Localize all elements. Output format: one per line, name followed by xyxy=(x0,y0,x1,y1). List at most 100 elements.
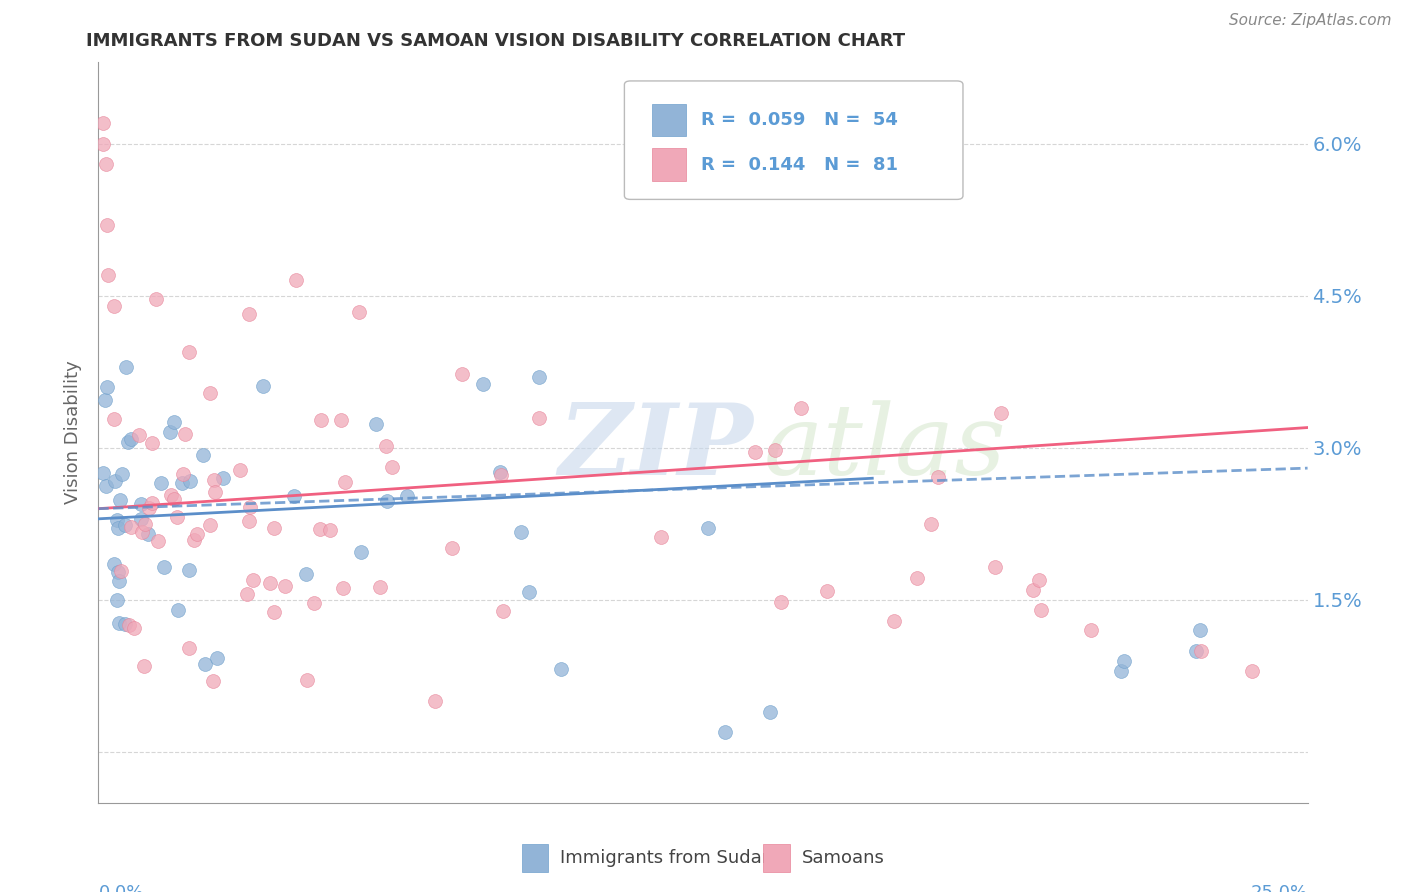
Point xyxy=(984,559,1007,574)
Point xyxy=(283,489,305,503)
Point xyxy=(136,527,159,541)
Point xyxy=(1185,643,1208,657)
Point xyxy=(159,425,181,440)
Point xyxy=(252,379,274,393)
Point xyxy=(145,292,167,306)
Point xyxy=(94,479,117,493)
Point xyxy=(489,467,512,482)
Text: atlas: atlas xyxy=(763,400,1007,495)
Point xyxy=(423,694,446,708)
Point xyxy=(160,488,183,502)
Point xyxy=(550,662,572,676)
Point xyxy=(179,475,201,489)
Point xyxy=(103,412,125,426)
Point xyxy=(167,603,190,617)
Point xyxy=(1028,573,1050,587)
Point xyxy=(239,500,262,515)
Point xyxy=(1080,624,1102,638)
Point xyxy=(110,565,132,579)
Point xyxy=(114,518,136,533)
Point xyxy=(309,522,332,536)
Point xyxy=(489,465,512,479)
Point xyxy=(107,521,129,535)
Point xyxy=(990,406,1012,420)
Point xyxy=(198,386,221,401)
Point xyxy=(883,614,905,628)
Point xyxy=(763,443,786,458)
Point xyxy=(714,724,737,739)
Point xyxy=(304,596,326,610)
Point xyxy=(368,580,391,594)
Point xyxy=(104,475,127,489)
Point xyxy=(103,299,125,313)
Point xyxy=(242,573,264,587)
Point xyxy=(152,559,174,574)
Point xyxy=(650,530,672,544)
Point xyxy=(273,578,295,592)
Point xyxy=(471,376,494,391)
Point xyxy=(141,496,163,510)
Point xyxy=(238,307,260,321)
Point xyxy=(124,621,146,635)
Point xyxy=(110,493,132,508)
Point xyxy=(138,500,160,515)
Text: R =  0.059   N =  54: R = 0.059 N = 54 xyxy=(700,112,897,129)
Point xyxy=(920,516,942,531)
Point xyxy=(527,370,550,384)
Point xyxy=(105,593,128,607)
Point xyxy=(91,136,114,151)
Point xyxy=(517,585,540,599)
Point xyxy=(1240,664,1263,678)
Point xyxy=(817,583,839,598)
Point xyxy=(238,514,260,528)
Point xyxy=(163,415,186,429)
Point xyxy=(202,673,225,688)
Point xyxy=(205,651,228,665)
Text: Samoans: Samoans xyxy=(803,849,884,867)
Point xyxy=(198,517,221,532)
Point xyxy=(319,524,342,538)
Point xyxy=(263,521,285,535)
Point xyxy=(179,640,201,655)
Point xyxy=(350,545,373,559)
Point xyxy=(120,519,142,533)
Point xyxy=(366,417,388,432)
Point xyxy=(1112,654,1135,668)
Point xyxy=(1022,582,1045,597)
Point xyxy=(93,393,115,408)
Point xyxy=(94,157,117,171)
Point xyxy=(440,541,463,555)
Point xyxy=(107,566,129,580)
Point xyxy=(905,571,928,585)
Point xyxy=(335,475,357,490)
Point xyxy=(451,367,474,381)
Point xyxy=(117,434,139,449)
Point xyxy=(1109,664,1132,678)
Point xyxy=(297,673,319,687)
Point xyxy=(103,558,125,572)
Point xyxy=(381,460,404,475)
Point xyxy=(173,426,195,441)
Point xyxy=(285,273,308,287)
Point xyxy=(150,476,173,491)
Point xyxy=(108,574,131,588)
Text: 25.0%: 25.0% xyxy=(1250,884,1308,892)
Point xyxy=(263,606,285,620)
Point xyxy=(129,512,152,526)
Point xyxy=(770,595,793,609)
Point xyxy=(509,524,531,539)
Point xyxy=(1031,603,1053,617)
Point xyxy=(91,466,114,480)
Point xyxy=(120,432,142,446)
Point xyxy=(114,616,136,631)
FancyBboxPatch shape xyxy=(652,103,686,136)
Point xyxy=(204,484,226,499)
Text: Immigrants from Sudan: Immigrants from Sudan xyxy=(561,849,773,867)
Text: IMMIGRANTS FROM SUDAN VS SAMOAN VISION DISABILITY CORRELATION CHART: IMMIGRANTS FROM SUDAN VS SAMOAN VISION D… xyxy=(86,32,905,50)
Text: Source: ZipAtlas.com: Source: ZipAtlas.com xyxy=(1229,13,1392,29)
Point xyxy=(1189,624,1212,638)
Point xyxy=(758,705,780,719)
Point xyxy=(347,304,370,318)
Point xyxy=(1189,643,1212,657)
Point xyxy=(105,512,128,526)
